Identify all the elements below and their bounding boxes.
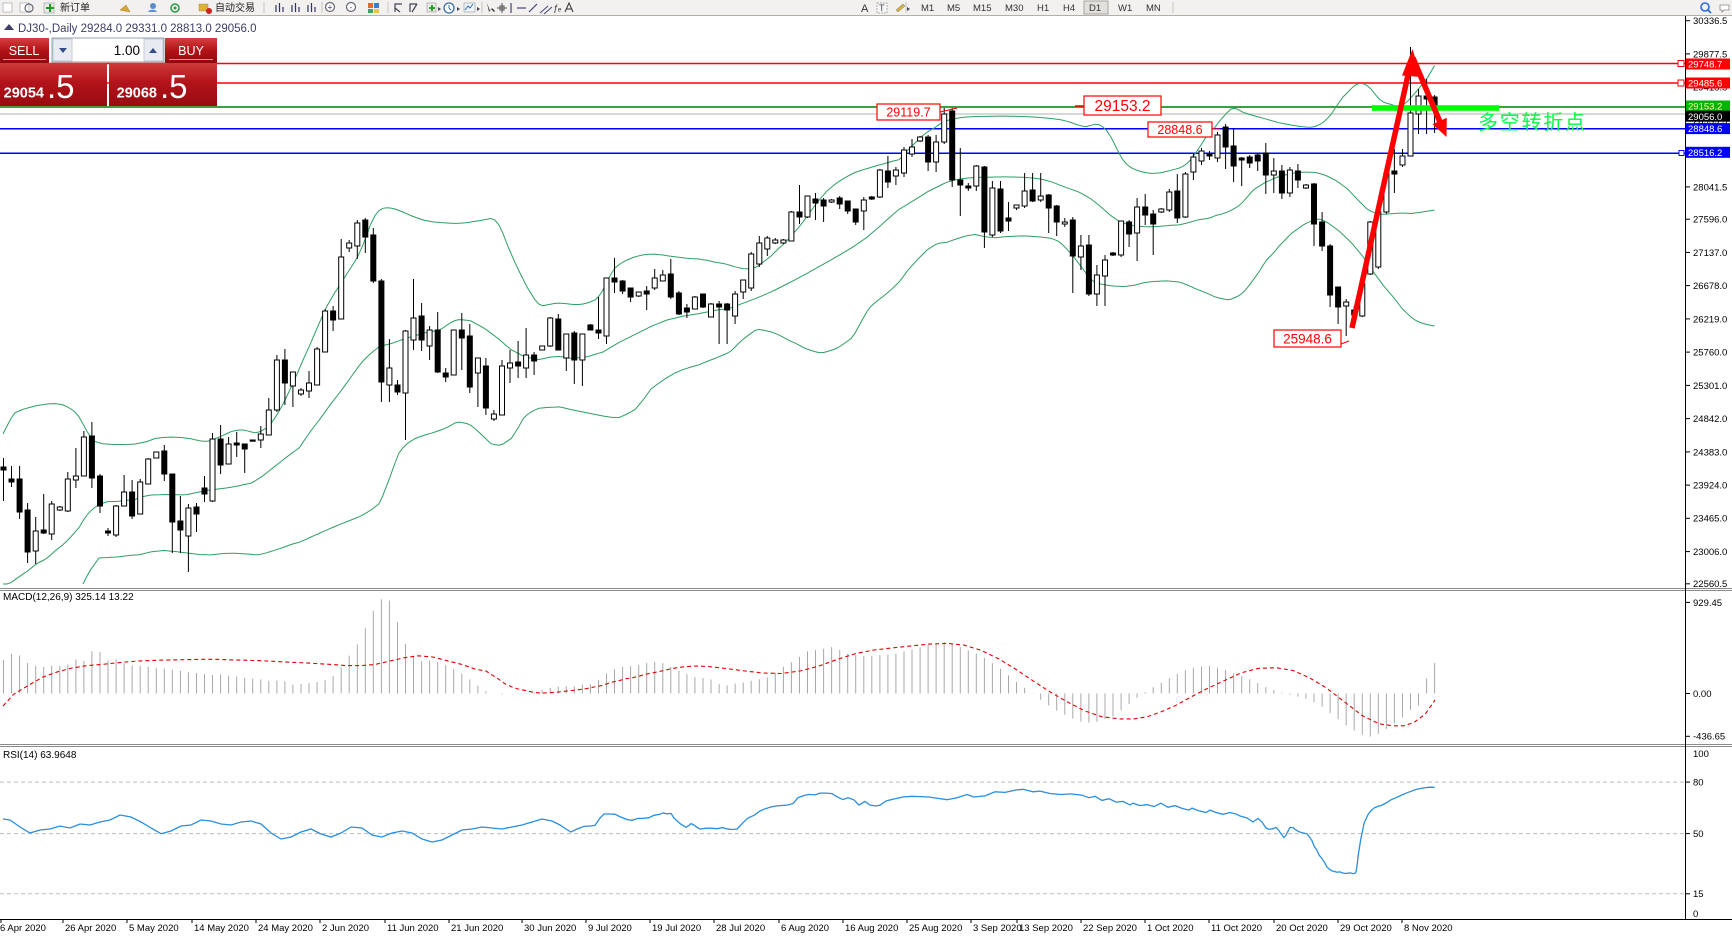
svg-text:14 May 2020: 14 May 2020 xyxy=(194,923,249,934)
svg-text:29054: 29054 xyxy=(4,86,44,102)
svg-text:23006.0: 23006.0 xyxy=(1693,547,1727,558)
svg-text:SELL: SELL xyxy=(9,44,40,58)
svg-text:H4: H4 xyxy=(1063,3,1075,14)
svg-text:50: 50 xyxy=(1693,829,1704,840)
svg-text:25760.0: 25760.0 xyxy=(1693,348,1727,359)
svg-text:28 Jul 2020: 28 Jul 2020 xyxy=(716,923,765,934)
svg-text:20 Oct 2020: 20 Oct 2020 xyxy=(1276,923,1328,934)
svg-text:30 Jun 2020: 30 Jun 2020 xyxy=(524,923,576,934)
svg-text:9 Jul 2020: 9 Jul 2020 xyxy=(588,923,632,934)
svg-text:23465.0: 23465.0 xyxy=(1693,514,1727,525)
svg-text:0.00: 0.00 xyxy=(1693,689,1712,700)
svg-text:5 May 2020: 5 May 2020 xyxy=(129,923,179,934)
svg-text:T: T xyxy=(879,3,885,13)
svg-text:29056.0: 29056.0 xyxy=(1688,112,1722,123)
svg-text:25 Aug 2020: 25 Aug 2020 xyxy=(909,923,962,934)
svg-text:多空转折点: 多空转折点 xyxy=(1478,111,1585,134)
svg-text:100: 100 xyxy=(1693,749,1709,760)
svg-text:21 Jun 2020: 21 Jun 2020 xyxy=(451,923,503,934)
svg-text:RSI(14) 63.9648: RSI(14) 63.9648 xyxy=(3,750,77,761)
svg-text:27596.0: 27596.0 xyxy=(1693,215,1727,226)
svg-text:W1: W1 xyxy=(1118,3,1132,14)
svg-text:929.45: 929.45 xyxy=(1693,598,1722,609)
svg-text:19 Jul 2020: 19 Jul 2020 xyxy=(652,923,701,934)
svg-text:ƒₑ: ƒₑ xyxy=(553,3,562,13)
svg-text:24383.0: 24383.0 xyxy=(1693,447,1727,458)
svg-text:28848.6: 28848.6 xyxy=(1688,124,1722,135)
svg-text:M15: M15 xyxy=(973,3,991,14)
svg-text:28516.2: 28516.2 xyxy=(1688,148,1722,159)
svg-text:29153.2: 29153.2 xyxy=(1688,102,1722,113)
svg-text:24842.0: 24842.0 xyxy=(1693,414,1727,425)
svg-text:0: 0 xyxy=(1693,909,1698,920)
svg-text:自动交易: 自动交易 xyxy=(215,1,255,14)
svg-text:25301.0: 25301.0 xyxy=(1693,381,1727,392)
svg-text:H1: H1 xyxy=(1037,3,1049,14)
svg-text:26 Apr 2020: 26 Apr 2020 xyxy=(65,923,116,934)
svg-text:26219.0: 26219.0 xyxy=(1693,314,1727,325)
svg-text:28848.6: 28848.6 xyxy=(1157,123,1202,137)
svg-text:-: - xyxy=(350,3,353,12)
svg-text:24 May 2020: 24 May 2020 xyxy=(258,923,313,934)
svg-text:15: 15 xyxy=(1693,889,1704,900)
svg-text:29748.7: 29748.7 xyxy=(1688,60,1722,71)
svg-text:新订单: 新订单 xyxy=(60,1,90,14)
svg-text:26678.0: 26678.0 xyxy=(1693,281,1727,292)
svg-text:30336.5: 30336.5 xyxy=(1693,16,1727,27)
svg-text:11 Oct 2020: 11 Oct 2020 xyxy=(1211,923,1262,934)
svg-text:13 Sep 2020: 13 Sep 2020 xyxy=(1019,923,1073,934)
svg-text:D1: D1 xyxy=(1089,3,1101,14)
svg-text:MN: MN xyxy=(1146,3,1161,14)
svg-text:29068: 29068 xyxy=(117,86,157,102)
svg-text:2 Jun 2020: 2 Jun 2020 xyxy=(322,923,369,934)
svg-text:M30: M30 xyxy=(1005,3,1023,14)
svg-text:6 Apr 2020: 6 Apr 2020 xyxy=(0,923,46,934)
svg-text:25948.6: 25948.6 xyxy=(1283,331,1332,346)
svg-text:29153.2: 29153.2 xyxy=(1094,98,1150,115)
svg-text:23924.0: 23924.0 xyxy=(1693,481,1727,492)
svg-text:28041.5: 28041.5 xyxy=(1693,182,1727,193)
svg-text:A: A xyxy=(861,3,869,15)
svg-text:3 Sep 2020: 3 Sep 2020 xyxy=(973,923,1022,934)
svg-text:29485.6: 29485.6 xyxy=(1688,79,1722,90)
svg-text:27137.0: 27137.0 xyxy=(1693,248,1727,259)
svg-text:16 Aug 2020: 16 Aug 2020 xyxy=(845,923,898,934)
svg-text:29119.7: 29119.7 xyxy=(886,106,930,120)
svg-text:22 Sep 2020: 22 Sep 2020 xyxy=(1083,923,1137,934)
svg-text:11 Jun 2020: 11 Jun 2020 xyxy=(387,923,439,934)
svg-text:29877.5: 29877.5 xyxy=(1693,49,1727,60)
svg-text:6 Aug 2020: 6 Aug 2020 xyxy=(781,923,829,934)
svg-text:+: + xyxy=(328,3,333,12)
svg-text:80: 80 xyxy=(1693,778,1704,789)
svg-text:-436.65: -436.65 xyxy=(1693,732,1725,743)
svg-text:29 Oct 2020: 29 Oct 2020 xyxy=(1340,923,1392,934)
svg-text:M5: M5 xyxy=(947,3,960,14)
svg-text:22560.5: 22560.5 xyxy=(1693,579,1727,590)
svg-text:.5: .5 xyxy=(160,68,188,105)
svg-text:1 Oct 2020: 1 Oct 2020 xyxy=(1147,923,1193,934)
svg-text:1.00: 1.00 xyxy=(114,43,140,58)
svg-text:M1: M1 xyxy=(921,3,934,14)
svg-text:MACD(12,26,9) 325.14 13.22: MACD(12,26,9) 325.14 13.22 xyxy=(3,592,134,603)
svg-text:DJ30-,Daily 29284.0 29331.0 2: DJ30-,Daily 29284.0 29331.0 28813.0 2905… xyxy=(18,23,257,35)
svg-text:.5: .5 xyxy=(47,68,75,105)
svg-text:BUY: BUY xyxy=(178,44,204,58)
svg-text:8 Nov 2020: 8 Nov 2020 xyxy=(1404,923,1453,934)
